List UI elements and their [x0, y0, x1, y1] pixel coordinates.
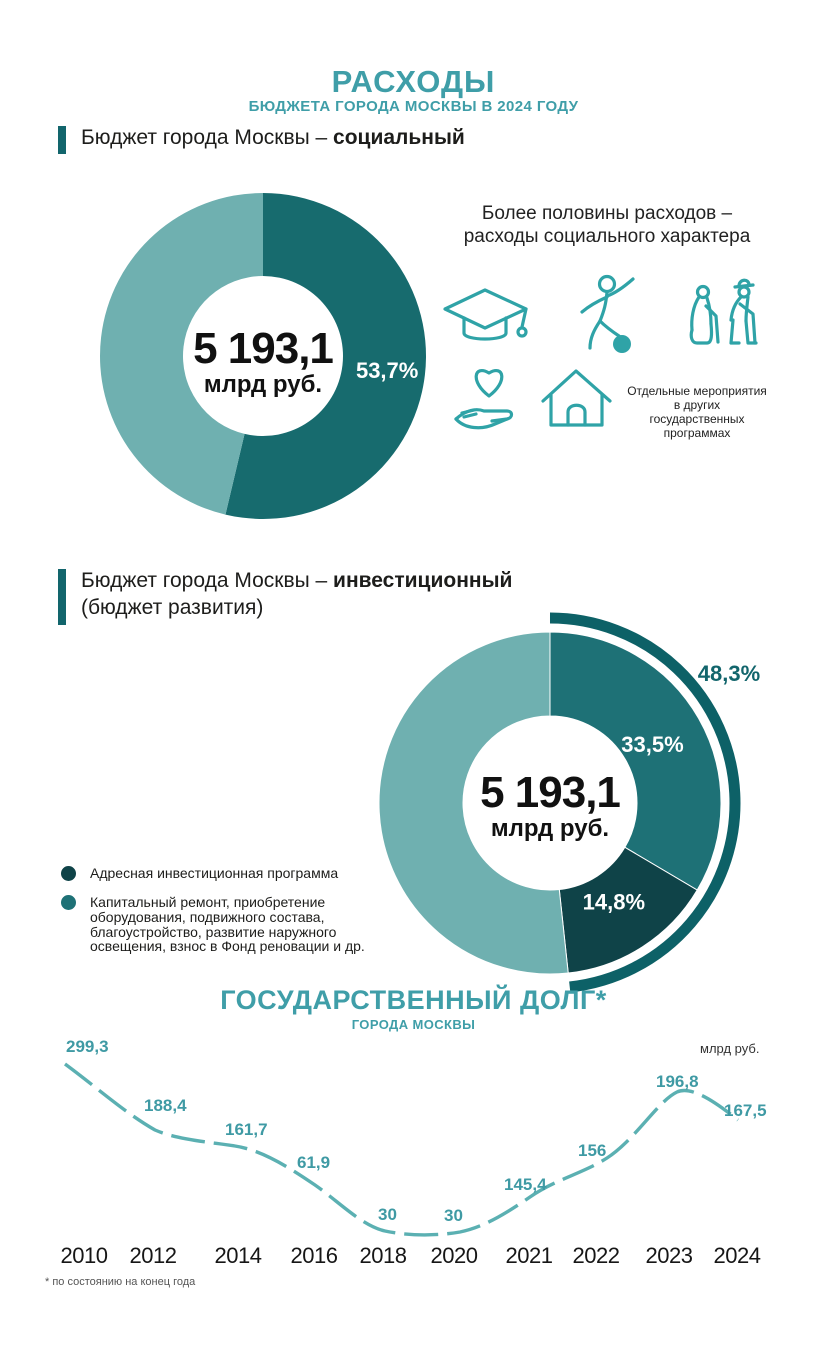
debt-value-label: 196,8: [656, 1072, 699, 1091]
footnote: * по состоянию на конец года: [45, 1276, 196, 1288]
budget-total-unit: млрд руб.: [203, 371, 323, 398]
page-title: РАСХОДЫ: [331, 64, 496, 99]
pensioners-icon: [689, 278, 758, 345]
legend-item: Капитальный ремонт, приобретение оборудо…: [61, 895, 406, 954]
legend-item: Адресная инвестиционная программа: [61, 866, 401, 881]
budget-total-value: 5 193,1: [193, 324, 334, 373]
donut-center: 5 193,1 млрд руб.: [153, 324, 373, 399]
donut-slice-label: 14,8%: [583, 890, 645, 915]
section-invest-title: Бюджет города Москвы – инвестиционный (б…: [81, 567, 512, 625]
year-tick-label: 2010: [60, 1243, 108, 1268]
debt-value-label: 188,4: [144, 1096, 187, 1115]
graduation-cap-icon: [443, 288, 528, 341]
debt-chart-title: ГОСУДАРСТВЕННЫЙ ДОЛГ*: [220, 985, 607, 1015]
social-note: Отдельные мероприятия в других государст…: [626, 384, 768, 440]
donut-slice-label: 33,5%: [621, 732, 683, 757]
section-social-heading: Бюджет города Москвы – социальный: [58, 124, 465, 154]
legend-label: Адресная инвестиционная программа: [90, 865, 339, 881]
year-tick-label: 2014: [214, 1243, 262, 1268]
year-tick-label: 2023: [645, 1243, 693, 1268]
outer-arc-label: 48,3%: [697, 661, 761, 686]
debt-line-path: [63, 1062, 740, 1237]
heading-line2: (бюджет развития): [81, 596, 264, 619]
heart-in-hand-icon: [454, 369, 514, 430]
year-tick-label: 2012: [129, 1243, 177, 1268]
note-line: в других государственных: [649, 398, 745, 426]
lead-line: Более половины расходов –: [481, 203, 733, 224]
debt-value-label: 61,9: [297, 1153, 331, 1172]
debt-value-label: 156: [578, 1141, 607, 1160]
accent-bar: [58, 126, 66, 154]
section-social-title: Бюджет города Москвы – социальный: [81, 124, 465, 154]
social-budget-donut: 53,7%: [100, 193, 427, 519]
heading-plain: Бюджет города Москвы –: [81, 569, 334, 592]
note-line: программах: [663, 426, 731, 440]
social-lead-text: Более половины расходов – расходы социал…: [446, 202, 768, 248]
year-tick-label: 2022: [572, 1243, 620, 1268]
year-tick-label: 2018: [359, 1243, 407, 1268]
year-tick-label: 2016: [290, 1243, 338, 1268]
legend-dot: [61, 866, 76, 881]
budget-total-value: 5 193,1: [480, 768, 621, 817]
investment-budget-donut: 33,5% 14,8%: [378, 612, 741, 993]
note-line: Отдельные мероприятия: [627, 384, 767, 398]
donut-slice: [100, 193, 263, 515]
legend-dot: [61, 895, 76, 910]
house-icon: [541, 369, 612, 427]
section-invest-heading: Бюджет города Москвы – инвестиционный (б…: [58, 567, 512, 625]
heading-plain: Бюджет города Москвы –: [81, 126, 334, 149]
heading-bold: социальный: [333, 126, 465, 149]
debt-value-label: 145,4: [504, 1175, 547, 1194]
donut-slice: [225, 193, 427, 519]
debt-value-label: 161,7: [225, 1120, 268, 1139]
athlete-with-ball-icon: [580, 274, 635, 353]
debt-chart-unit: млрд руб.: [700, 1041, 760, 1056]
accent-bar: [58, 569, 66, 625]
donut-slice: [549, 631, 722, 891]
year-tick-label: 2020: [430, 1243, 478, 1268]
donut-slice: [378, 631, 569, 975]
debt-chart-subtitle: ГОРОДА МОСКВЫ: [351, 1017, 476, 1032]
lead-line: расходы социального характера: [463, 226, 751, 247]
year-tick-label: 2021: [505, 1243, 553, 1268]
donut-slice-label: 53,7%: [356, 358, 418, 383]
page-subtitle: БЮДЖЕТА ГОРОДА МОСКВЫ В 2024 ГОДУ: [248, 98, 579, 115]
debt-value-label: 30: [378, 1205, 397, 1224]
debt-value-label: 167,5: [724, 1101, 767, 1120]
legend-label: Капитальный ремонт, приобретение оборудо…: [90, 894, 365, 955]
year-tick-label: 2024: [713, 1243, 761, 1268]
debt-value-label: 30: [444, 1206, 463, 1225]
heading-bold: инвестиционный: [333, 569, 513, 592]
outer-arc: [549, 612, 741, 993]
budget-total-unit: млрд руб.: [490, 815, 610, 842]
debt-value-label: 299,3: [66, 1037, 109, 1056]
donut-center: 5 193,1 млрд руб.: [440, 768, 660, 843]
